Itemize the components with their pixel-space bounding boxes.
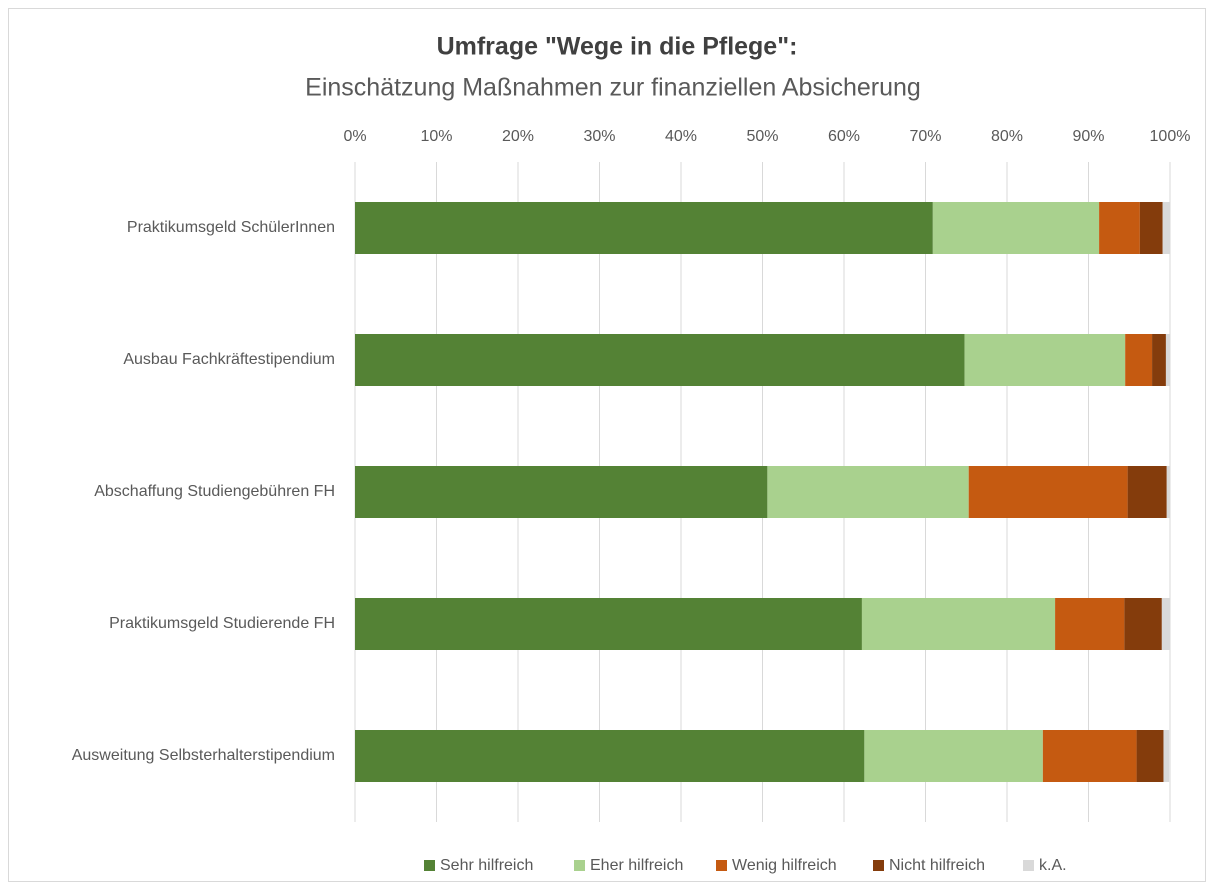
bar-segment [968, 466, 1128, 518]
bar-segment [1127, 466, 1167, 518]
legend-label: Sehr hilfreich [440, 857, 533, 874]
bar-segment [1162, 202, 1170, 254]
legend-label: Nicht hilfreich [889, 857, 985, 874]
x-tick-label: 20% [502, 128, 534, 145]
bar-segment [355, 466, 768, 518]
x-tick-label: 40% [665, 128, 697, 145]
legend-swatch [716, 860, 727, 871]
bar-segment [1124, 598, 1162, 650]
y-tick-label: Abschaffung Studiengebühren FH [94, 483, 335, 500]
x-tick-label: 10% [420, 128, 452, 145]
bar-segment [1042, 730, 1137, 782]
bar-segment [1139, 202, 1163, 254]
bar-segment [1055, 598, 1125, 650]
legend-swatch [574, 860, 585, 871]
y-tick-label: Ausweitung Selbsterhalterstipendium [72, 747, 335, 764]
x-tick-label: 30% [583, 128, 615, 145]
legend-swatch [424, 860, 435, 871]
bar-segment [1136, 730, 1164, 782]
legend-swatch [1023, 860, 1034, 871]
bar-segment [864, 730, 1043, 782]
bar-segment [355, 202, 933, 254]
bar-segment [767, 466, 969, 518]
y-tick-label: Ausbau Fachkräftestipendium [123, 351, 335, 368]
bar-segment [1125, 334, 1153, 386]
x-tick-label: 0% [343, 128, 366, 145]
legend-label: Eher hilfreich [590, 857, 683, 874]
chart-title: Umfrage "Wege in die Pflege": [437, 33, 798, 61]
bar-segment [355, 730, 865, 782]
x-tick-label: 100% [1150, 128, 1191, 145]
x-tick-label: 90% [1072, 128, 1104, 145]
legend-swatch [873, 860, 884, 871]
x-tick-label: 70% [909, 128, 941, 145]
bar-segment [355, 334, 965, 386]
legend-label: Wenig hilfreich [732, 857, 837, 874]
bar-segment [964, 334, 1126, 386]
bar-segment [1099, 202, 1140, 254]
y-tick-label: Praktikumsgeld Studierende FH [109, 615, 335, 632]
x-tick-label: 80% [991, 128, 1023, 145]
x-tick-label: 60% [828, 128, 860, 145]
x-tick-label: 50% [746, 128, 778, 145]
chart-subtitle: Einschätzung Maßnahmen zur finanziellen … [305, 74, 921, 102]
bar-segment [1152, 334, 1166, 386]
bar-segment [355, 598, 862, 650]
bar-segment [1161, 598, 1170, 650]
bar-segment [861, 598, 1056, 650]
bar-segment [1165, 334, 1170, 386]
bar-segment [1163, 730, 1170, 782]
bar-segment [1166, 466, 1170, 518]
bar-segment [932, 202, 1100, 254]
legend-label: k.A. [1039, 857, 1067, 874]
y-tick-label: Praktikumsgeld SchülerInnen [127, 219, 335, 236]
